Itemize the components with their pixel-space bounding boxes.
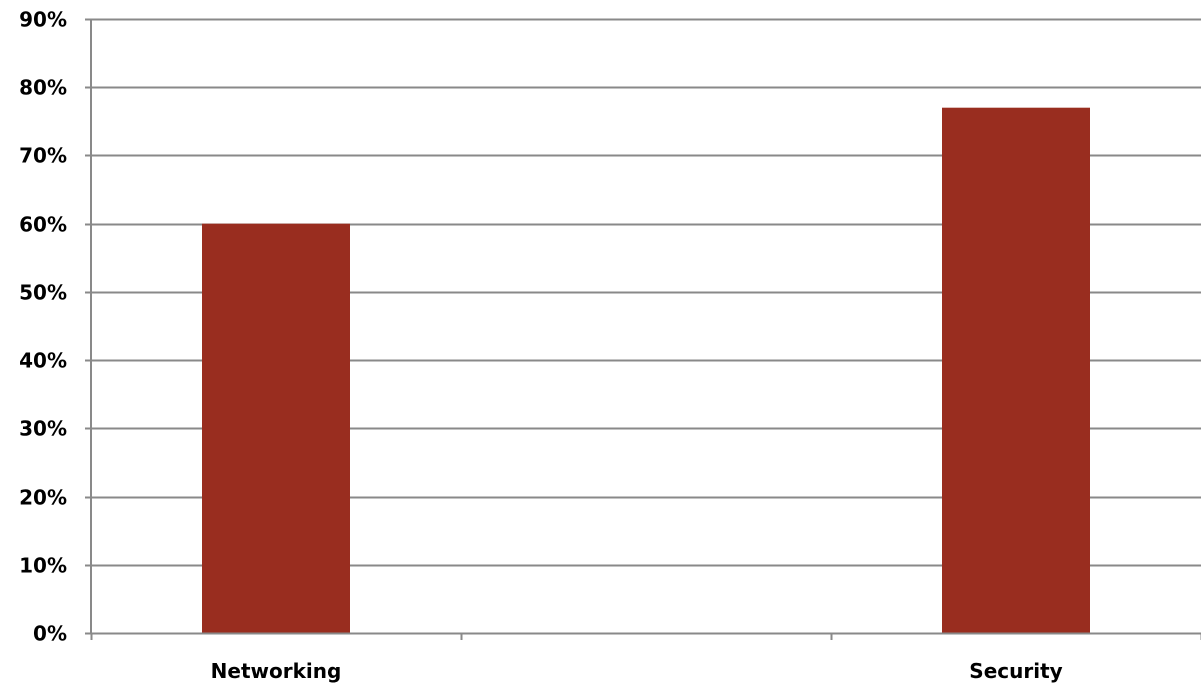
y-tick-label: 30%	[19, 417, 67, 441]
x-category-label: Security	[969, 659, 1062, 683]
bar-networking	[202, 223, 350, 633]
y-tick-label: 70%	[19, 144, 67, 168]
bar-security	[942, 107, 1090, 633]
axes	[85, 18, 1201, 640]
y-tick-label: 80%	[19, 76, 67, 100]
y-tick-label: 10%	[19, 554, 67, 578]
x-category-label: Networking	[211, 659, 342, 683]
y-tick-label: 50%	[19, 281, 67, 305]
y-tick-label: 90%	[19, 8, 67, 32]
y-tick-label: 20%	[19, 486, 67, 510]
y-tick-label: 60%	[19, 213, 67, 237]
axis-labels: 0% 10% 20% 30% 40% 50% 60% 70% 80% 90% Networking S…	[19, 8, 1063, 683]
bars	[202, 107, 1090, 633]
y-tick-label: 40%	[19, 349, 67, 373]
y-tick-label: 0%	[33, 622, 67, 646]
